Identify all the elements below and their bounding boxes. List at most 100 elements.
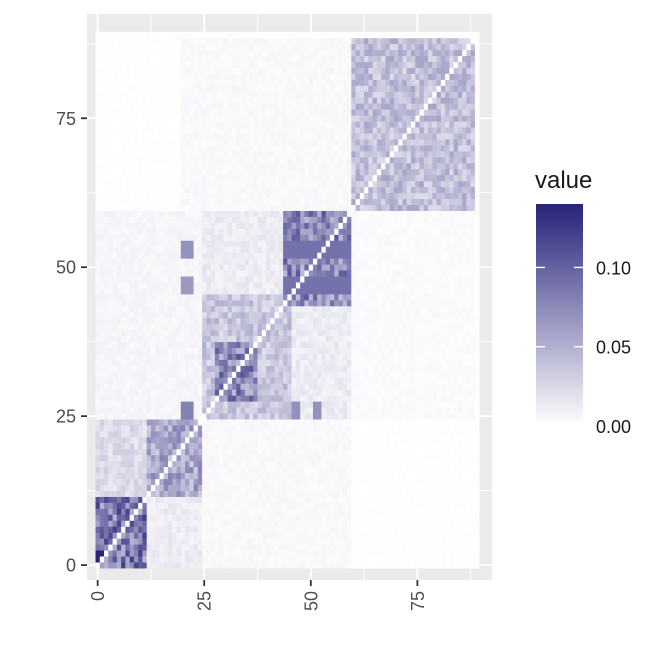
heatmap-cell <box>108 460 113 468</box>
heatmap-cell <box>474 478 480 486</box>
heatmap-cell <box>249 264 254 271</box>
heatmap-cell <box>462 270 467 277</box>
heatmap-cell <box>330 484 335 491</box>
heatmap-cell <box>457 460 463 468</box>
heatmap-cell <box>287 246 292 253</box>
heatmap-cell <box>176 282 182 289</box>
heatmap-cell <box>253 532 258 539</box>
heatmap-cell <box>368 389 373 396</box>
heatmap-cell <box>300 562 305 569</box>
heatmap-cell <box>312 466 318 474</box>
heatmap-cell <box>253 466 258 474</box>
heatmap-cell <box>398 365 403 372</box>
heatmap-cell <box>150 288 156 295</box>
heatmap-cell <box>376 538 382 545</box>
heatmap-cell <box>368 252 373 259</box>
heatmap-cell <box>261 329 267 337</box>
heatmap-cell <box>453 466 459 474</box>
heatmap-cell <box>462 431 467 438</box>
heatmap-cell <box>249 562 254 569</box>
heatmap-cell <box>411 371 416 378</box>
heatmap-cell <box>146 419 152 426</box>
heatmap-cell <box>376 407 382 414</box>
heatmap-cell <box>304 359 310 366</box>
heatmap-cell <box>287 413 292 420</box>
heatmap-cell <box>231 353 237 360</box>
heatmap-cell <box>300 329 305 337</box>
heatmap-cell <box>253 395 258 402</box>
heatmap-cell <box>214 341 220 348</box>
heatmap-cell <box>334 389 339 396</box>
heatmap-cell <box>436 276 442 283</box>
heatmap-cell <box>462 305 467 313</box>
heatmap-cell <box>368 353 373 360</box>
heatmap-cell <box>300 490 305 497</box>
heatmap-cell <box>300 407 305 414</box>
heatmap-cell <box>457 294 463 301</box>
heatmap-cell <box>99 341 105 348</box>
heatmap-cell <box>470 353 476 360</box>
heatmap-cell <box>393 353 399 360</box>
heatmap-cell <box>415 502 420 509</box>
heatmap-cell <box>104 425 109 432</box>
heatmap-cell <box>133 526 139 533</box>
heatmap-cell <box>197 288 203 295</box>
heatmap-cell <box>312 317 318 325</box>
heatmap-cell <box>150 562 156 569</box>
heatmap-cell <box>453 496 459 503</box>
heatmap-cell <box>389 556 395 563</box>
heatmap-cell <box>249 520 254 527</box>
heatmap-cell <box>462 508 467 515</box>
heatmap-cell <box>219 419 224 426</box>
heatmap-cell <box>325 508 331 515</box>
heatmap-cell <box>436 395 442 402</box>
heatmap-cell <box>462 240 467 247</box>
heatmap-cell <box>133 252 139 259</box>
heatmap-cell <box>330 329 335 337</box>
heatmap-cell <box>342 258 348 265</box>
heatmap-cell <box>334 240 339 247</box>
heatmap-cell <box>462 252 467 259</box>
heatmap-cell <box>104 556 109 563</box>
heatmap-cell <box>436 413 442 420</box>
heatmap-cell <box>423 359 429 366</box>
heatmap-cell <box>133 502 139 509</box>
heatmap-cell <box>389 365 395 372</box>
heatmap-cell <box>202 383 207 390</box>
heatmap-cell <box>342 276 348 283</box>
heatmap-cell <box>163 383 169 390</box>
heatmap-cell <box>351 478 356 486</box>
heatmap-cell <box>449 329 454 337</box>
heatmap-cell <box>185 371 190 378</box>
heatmap-cell <box>411 431 416 438</box>
heatmap-cell <box>466 288 472 295</box>
heatmap-cell <box>202 419 207 426</box>
heatmap-cell <box>278 544 284 551</box>
heatmap-cell <box>270 407 275 414</box>
heatmap-cell <box>381 442 386 450</box>
heatmap-cell <box>342 329 348 337</box>
heatmap-cell <box>393 252 399 259</box>
heatmap-cell <box>214 282 220 289</box>
heatmap-cell <box>381 353 386 360</box>
heatmap-cell <box>202 234 207 241</box>
heatmap-cell <box>321 550 327 557</box>
heatmap-cell <box>300 371 305 378</box>
heatmap-cell <box>257 401 263 408</box>
heatmap-cell <box>150 419 156 426</box>
heatmap-cell <box>133 460 139 468</box>
heatmap-cell <box>150 341 156 348</box>
heatmap-cell <box>210 562 216 569</box>
heatmap-cell <box>295 270 301 277</box>
heatmap-cell <box>419 526 425 533</box>
heatmap-cell <box>112 538 118 545</box>
heatmap-cell <box>351 395 356 402</box>
heatmap-cell <box>474 246 480 253</box>
heatmap-cell <box>159 556 165 563</box>
heatmap-cell <box>338 437 344 444</box>
heatmap-cell <box>449 532 454 539</box>
heatmap-cell <box>449 520 454 527</box>
heatmap-cell <box>368 299 373 307</box>
heatmap-cell <box>257 490 263 497</box>
heatmap-cell <box>121 460 126 468</box>
